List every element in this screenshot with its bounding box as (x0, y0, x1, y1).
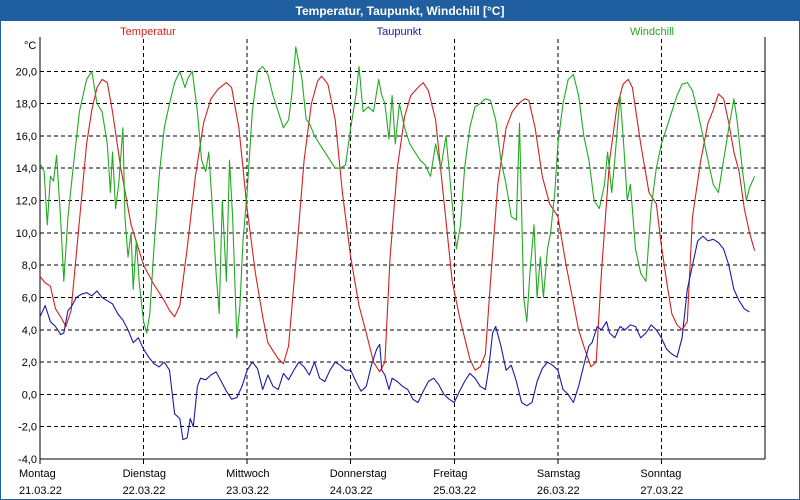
y-tick-label: 14,0 (16, 163, 37, 175)
y-axis-unit-label: °C (24, 40, 36, 52)
y-tick-label: -2,0 (18, 422, 37, 434)
y-tick-label: 8,0 (22, 260, 37, 272)
x-tick-day-label: Dienstag (123, 468, 166, 480)
x-tick-date-label: 23.03.22 (226, 485, 269, 497)
series-line-taupunkt (39, 235, 750, 441)
x-tick-day-label: Sonntag (640, 468, 681, 480)
y-tick-label: 18,0 (16, 99, 37, 111)
legend-entry-windchill: Windchill (630, 26, 674, 38)
y-tick-label: 0,0 (22, 389, 37, 401)
x-tick-day-label: Donnerstag (330, 468, 387, 480)
x-tick-day-label: Mittwoch (226, 468, 269, 480)
y-tick-label: -4,0 (18, 454, 37, 466)
x-tick-date-label: 25.03.22 (433, 485, 476, 497)
x-tick-date-label: 27.03.22 (640, 485, 683, 497)
x-tick-date-label: 21.03.22 (19, 485, 62, 497)
x-tick-day-label: Freitag (433, 468, 467, 480)
series-line-windchill (39, 46, 756, 339)
x-tick-date-label: 26.03.22 (537, 485, 580, 497)
y-tick-label: 16,0 (16, 131, 37, 143)
y-tick-label: 10,0 (16, 228, 37, 240)
y-tick-label: 2,0 (22, 357, 37, 369)
x-tick-date-label: 22.03.22 (123, 485, 166, 497)
y-tick-label: 20,0 (16, 66, 37, 78)
y-tick-label: 12,0 (16, 196, 37, 208)
x-tick-day-label: Montag (19, 468, 56, 480)
y-tick-label: 6,0 (22, 292, 37, 304)
legend-entry-taupunkt: Taupunkt (377, 26, 422, 38)
y-tick-label: 4,0 (22, 325, 37, 337)
chart-title: Temperatur, Taupunkt, Windchill [°C] (1, 1, 799, 21)
x-tick-day-label: Samstag (537, 468, 580, 480)
legend-entry-temperatur: Temperatur (120, 26, 176, 38)
x-tick-date-label: 24.03.22 (330, 485, 373, 497)
